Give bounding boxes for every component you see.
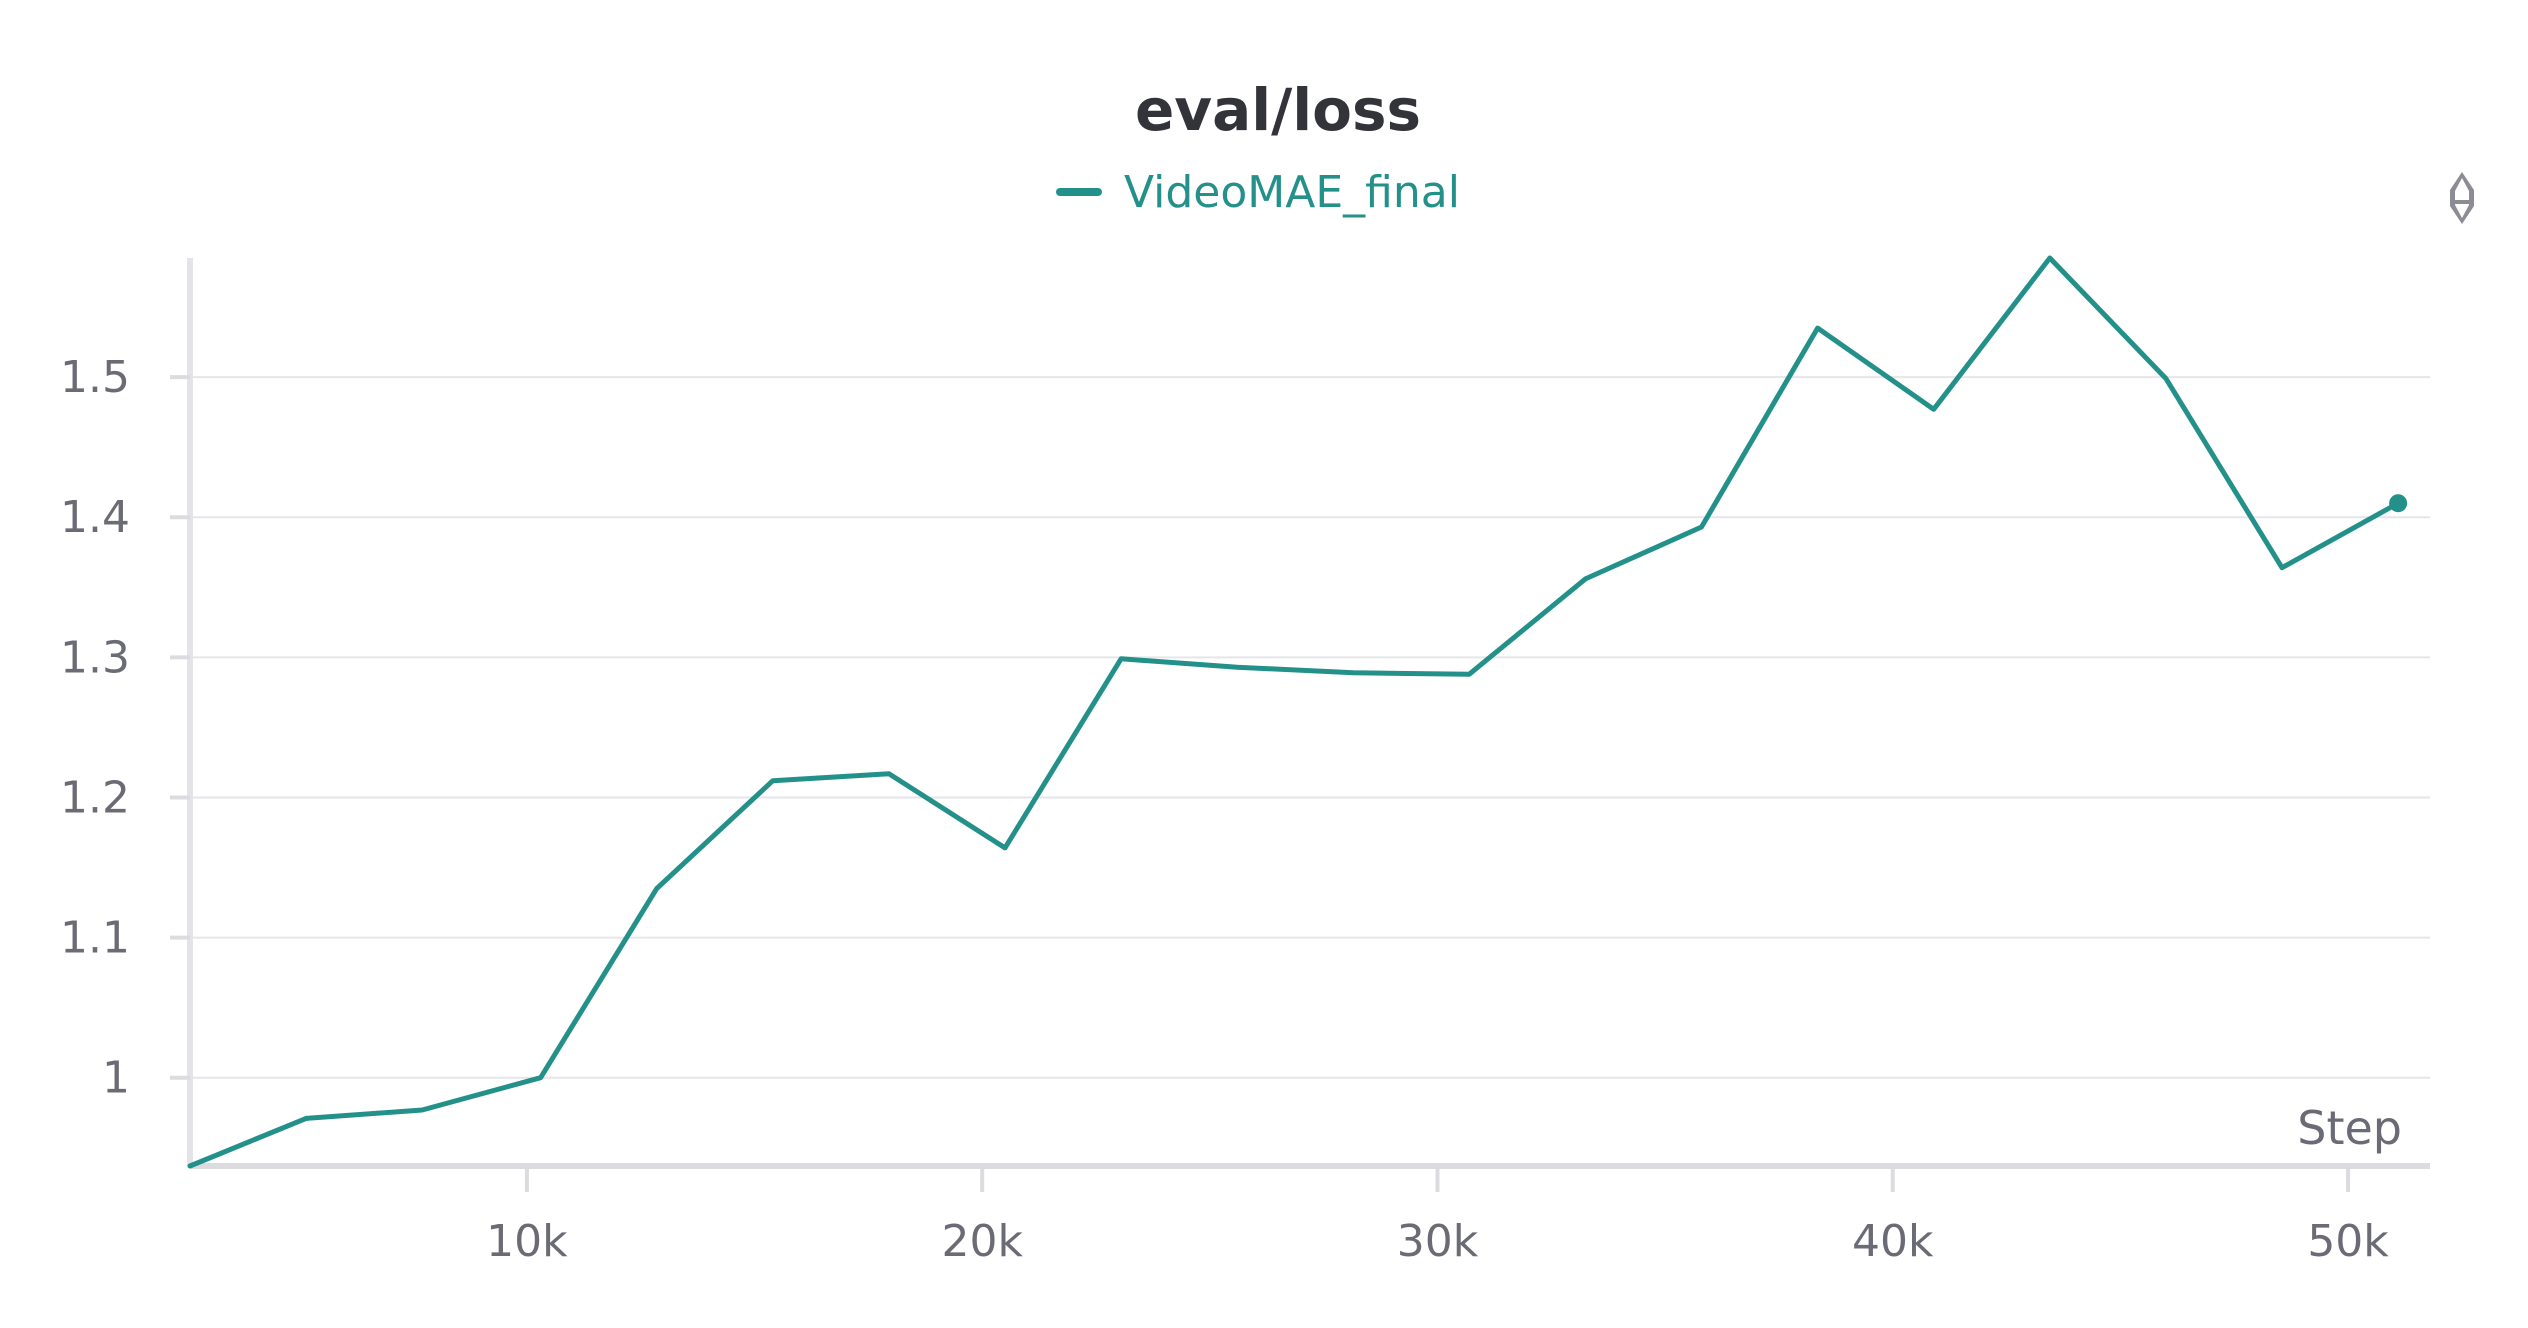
series-line-videomae-final[interactable] bbox=[187, 255, 2401, 1169]
data-point[interactable] bbox=[2279, 565, 2285, 571]
data-point[interactable] bbox=[1582, 576, 1588, 582]
data-point[interactable] bbox=[2163, 376, 2169, 382]
y-tick-label: 1 bbox=[102, 1053, 130, 1104]
data-point[interactable] bbox=[886, 771, 892, 777]
y-tick-label: 1.1 bbox=[60, 913, 130, 964]
series-layer bbox=[187, 255, 2408, 1169]
data-point[interactable] bbox=[1002, 845, 1008, 851]
x-ticks: 10k 20k 30k 40k 50k bbox=[486, 1166, 2389, 1267]
x-tick-label: 10k bbox=[486, 1216, 568, 1267]
y-tick-label: 1.5 bbox=[60, 352, 130, 403]
data-point[interactable] bbox=[1466, 671, 1472, 677]
x-tick-label: 30k bbox=[1397, 1216, 1479, 1267]
series-end-point[interactable] bbox=[2389, 494, 2408, 513]
data-point[interactable] bbox=[1931, 406, 1937, 412]
axes bbox=[187, 258, 2430, 1169]
legend-label-videomae-final: VideoMAE_final bbox=[1124, 167, 1460, 218]
data-point[interactable] bbox=[1118, 656, 1124, 662]
data-point[interactable] bbox=[303, 1115, 309, 1121]
drag-handle-icon[interactable] bbox=[2450, 172, 2474, 224]
data-point[interactable] bbox=[1699, 524, 1705, 530]
data-point[interactable] bbox=[654, 886, 660, 892]
y-tick-label: 1.3 bbox=[60, 632, 130, 683]
x-tick-label: 50k bbox=[2307, 1216, 2389, 1267]
data-point[interactable] bbox=[1815, 325, 1821, 331]
y-ticks: 1 1.1 1.2 1.3 1.4 1.5 bbox=[60, 352, 190, 1104]
data-point[interactable] bbox=[1350, 670, 1356, 676]
data-point[interactable] bbox=[187, 1163, 193, 1169]
data-point[interactable] bbox=[538, 1075, 544, 1081]
gridlines bbox=[190, 376, 2430, 1079]
legend[interactable]: VideoMAE_final bbox=[1056, 167, 1460, 218]
x-axis-label: Step bbox=[2297, 1101, 2402, 1155]
chart-title: eval/loss bbox=[1135, 76, 1421, 144]
y-tick-label: 1.4 bbox=[60, 492, 130, 543]
x-tick-label: 40k bbox=[1852, 1216, 1934, 1267]
data-point[interactable] bbox=[419, 1107, 425, 1113]
data-point[interactable] bbox=[1234, 664, 1240, 670]
data-point[interactable] bbox=[770, 778, 776, 784]
y-tick-label: 1.2 bbox=[60, 772, 130, 823]
x-tick-label: 20k bbox=[941, 1216, 1023, 1267]
data-point[interactable] bbox=[2047, 255, 2053, 261]
